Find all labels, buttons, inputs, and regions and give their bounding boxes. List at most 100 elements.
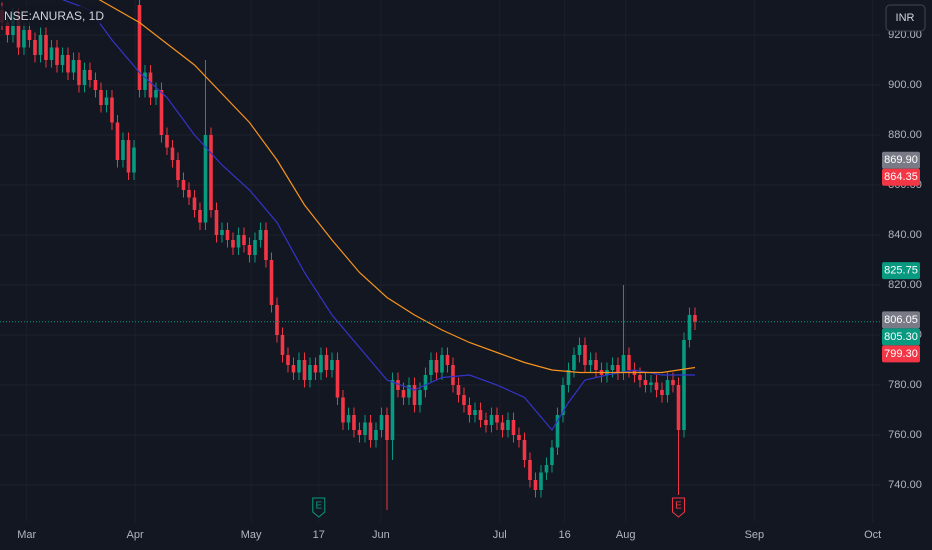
candle-body: [478, 410, 483, 420]
candle-body: [544, 465, 549, 473]
candle-body: [396, 380, 400, 390]
candle-body: [148, 72, 153, 98]
price-label: 864.35: [884, 171, 918, 183]
candle-body: [665, 380, 670, 395]
candle-body: [445, 355, 450, 365]
candle-body: [390, 380, 395, 440]
y-tick-label: 900.00: [888, 79, 922, 91]
y-tick-label: 880.00: [888, 129, 922, 141]
candle-body: [423, 375, 428, 390]
candle-body: [291, 365, 296, 373]
candle-body: [676, 385, 681, 430]
title-bg: [0, 6, 100, 26]
candle-body: [225, 230, 230, 240]
candle-body: [401, 390, 406, 398]
candle-body: [484, 420, 488, 425]
candle-body: [418, 390, 422, 405]
y-tick-label: 780.00: [888, 379, 922, 391]
candle-body: [88, 70, 92, 80]
candle-body: [258, 230, 263, 240]
candle-body: [203, 135, 208, 223]
candle-body: [49, 47, 54, 60]
candle-body: [5, 22, 10, 35]
candle-body: [473, 410, 477, 415]
earnings-marker[interactable]: E: [671, 497, 685, 518]
candle-body: [682, 340, 686, 430]
x-tick-label: Aug: [616, 529, 636, 541]
candle-body: [572, 355, 576, 370]
candle-body: [66, 55, 70, 73]
candle-body: [506, 420, 510, 430]
candle-body: [555, 415, 560, 448]
price-label: 799.30: [884, 348, 918, 360]
candle-body: [214, 210, 219, 235]
candle-body: [170, 147, 175, 160]
y-tick-label: 820.00: [888, 279, 922, 291]
earnings-marker-shape: [671, 497, 685, 518]
candle-body: [198, 210, 202, 223]
candle-body: [451, 365, 455, 385]
y-tick-label: 760.00: [888, 429, 922, 441]
candle-body: [649, 382, 653, 385]
candle-body: [33, 40, 37, 55]
candle-body: [379, 415, 384, 430]
candle-body: [275, 305, 279, 335]
price-label: 825.75: [884, 265, 918, 277]
candle-body: [110, 97, 114, 123]
symbol-title: NSE:ANURAS, 1D: [4, 9, 104, 23]
moving-average-line: [98, 0, 696, 374]
candle-body: [434, 360, 439, 373]
y-tick-label: 840.00: [888, 229, 922, 241]
candle-body: [192, 197, 197, 210]
candle-body: [137, 5, 142, 90]
candle-body: [209, 135, 213, 210]
candle-body: [280, 335, 285, 355]
candle-body: [313, 365, 318, 373]
candle-body: [132, 147, 136, 173]
candle-body: [517, 435, 521, 440]
candle-body: [82, 70, 87, 85]
candle-body: [566, 370, 571, 385]
candle-body: [533, 480, 538, 490]
candle-body: [352, 415, 356, 430]
earnings-marker-label: E: [675, 501, 682, 512]
price-label: 869.90: [884, 154, 918, 166]
candle-body: [71, 60, 76, 73]
candle-body: [93, 80, 98, 90]
candle-body: [60, 55, 65, 65]
candle-body: [187, 190, 191, 198]
price-label-bg: [882, 262, 920, 280]
earnings-marker[interactable]: E: [312, 497, 326, 518]
candle-body: [341, 397, 345, 423]
candle-body: [319, 355, 323, 373]
candle-body: [302, 360, 307, 380]
candle-body: [385, 415, 389, 440]
candle-body: [181, 180, 186, 190]
candle-body: [588, 360, 593, 365]
currency-label[interactable]: INR: [896, 12, 915, 24]
price-label-bg: [882, 328, 920, 346]
candle-body: [38, 35, 43, 55]
candle-body: [27, 30, 32, 40]
candle-body: [154, 90, 158, 98]
candle-body: [220, 230, 224, 235]
candle-body: [429, 360, 433, 375]
candle-body: [99, 90, 103, 105]
price-label-bg: [882, 151, 920, 169]
x-tick-label: Jun: [372, 529, 390, 541]
moving-average-line: [61, 0, 695, 432]
candle-body: [654, 382, 659, 390]
price-label-bg: [882, 168, 920, 186]
axes: 740.00760.00780.00800.00820.00840.00860.…: [17, 29, 922, 541]
currency-button[interactable]: [885, 4, 926, 32]
candle-body: [324, 355, 329, 370]
candle-body: [561, 385, 565, 415]
candle-body: [440, 355, 444, 373]
candle-body: [44, 35, 48, 60]
candle-body: [264, 230, 268, 260]
x-tick-label: Apr: [127, 529, 144, 541]
candle-body: [346, 415, 351, 423]
candle-body: [308, 365, 312, 380]
x-tick-label: 17: [313, 529, 325, 541]
candle-body: [242, 235, 246, 245]
